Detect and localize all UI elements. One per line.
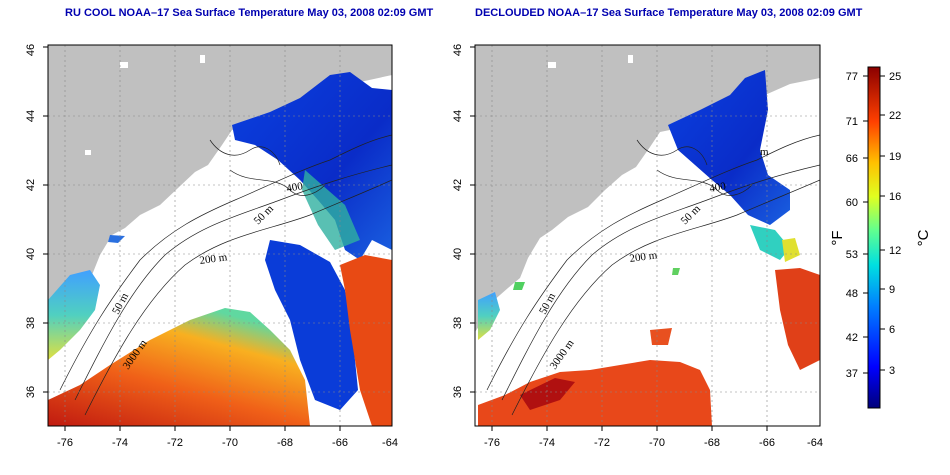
right-y-tick-46: 46 [452, 44, 464, 56]
right-land-mass [475, 45, 820, 332]
colorbar-c-tick-6: 6 [889, 324, 895, 336]
colorbar [867, 66, 881, 409]
colorbar-c-tick-3: 3 [889, 365, 895, 377]
colorbar-c-tick-12: 12 [889, 245, 901, 257]
right-warm-water [478, 360, 712, 426]
right-contour-label-200: 200 m [629, 249, 659, 265]
right-map-title: DECLOUDED NOAA–17 Sea Surface Temperatur… [475, 7, 863, 19]
right-cold-water [668, 70, 790, 225]
colorbar-f-tick-66: 66 [846, 153, 858, 165]
left-warm-water [48, 308, 310, 426]
left-contour-label-200: 200 m [199, 251, 229, 267]
left-contour-label-400: 400 [285, 180, 304, 195]
right-x-tick-72: -72 [594, 437, 610, 449]
left-y-tick-42: 42 [25, 179, 37, 191]
left-x-tick-64: -64 [382, 437, 398, 449]
right-map-frame [474, 44, 821, 427]
left-y-tick-36: 36 [25, 386, 37, 398]
right-x-tick-66: -66 [759, 437, 775, 449]
left-x-tick-68: -68 [277, 437, 293, 449]
left-x-tick-74: -74 [112, 437, 128, 449]
left-map-panel: 50 m 200 m 400 50 m 3000 m [48, 45, 392, 426]
left-cold-water [232, 72, 392, 260]
right-x-tick-68: -68 [704, 437, 720, 449]
left-y-tick-46: 46 [25, 44, 37, 56]
right-contour-label-400: 400 [708, 180, 727, 195]
right-y-tick-38: 38 [452, 317, 464, 329]
colorbar-c-tick-22: 22 [889, 110, 901, 122]
right-contour-label-m: m [760, 146, 769, 158]
right-x-tick-76: -76 [484, 437, 500, 449]
right-y-tick-44: 44 [452, 110, 464, 122]
left-x-tick-66: -66 [332, 437, 348, 449]
colorbar-c-tick-19: 19 [889, 151, 901, 163]
left-y-tick-40: 40 [25, 248, 37, 260]
right-y-tick-40: 40 [452, 248, 464, 260]
colorbar-f-tick-71: 71 [846, 116, 858, 128]
colorbar-celsius-label: °C [915, 229, 932, 246]
right-x-tick-74: -74 [539, 437, 555, 449]
right-x-tick-64: -64 [807, 437, 823, 449]
left-x-tick-76: -76 [57, 437, 73, 449]
colorbar-f-tick-42: 42 [846, 332, 858, 344]
colorbar-fahrenheit-label: °F [829, 230, 846, 245]
right-x-tick-70: -70 [649, 437, 665, 449]
right-y-tick-42: 42 [452, 179, 464, 191]
left-y-tick-44: 44 [25, 110, 37, 122]
colorbar-f-tick-37: 37 [846, 368, 858, 380]
right-map-panel: 50 m 200 m 400 50 m 3000 m m [475, 45, 820, 426]
colorbar-f-tick-48: 48 [846, 288, 858, 300]
left-x-tick-70: -70 [222, 437, 238, 449]
colorbar-c-tick-9: 9 [889, 284, 895, 296]
colorbar-f-tick-77: 77 [846, 71, 858, 83]
right-y-tick-36: 36 [452, 386, 464, 398]
left-map-title: RU COOL NOAA–17 Sea Surface Temperature … [65, 7, 434, 19]
colorbar-f-tick-53: 53 [846, 249, 858, 261]
left-map-frame [47, 44, 393, 427]
left-y-tick-38: 38 [25, 317, 37, 329]
colorbar-f-tick-60: 60 [846, 197, 858, 209]
colorbar-c-tick-16: 16 [889, 191, 901, 203]
left-x-tick-72: -72 [167, 437, 183, 449]
colorbar-c-tick-25: 25 [889, 71, 901, 83]
